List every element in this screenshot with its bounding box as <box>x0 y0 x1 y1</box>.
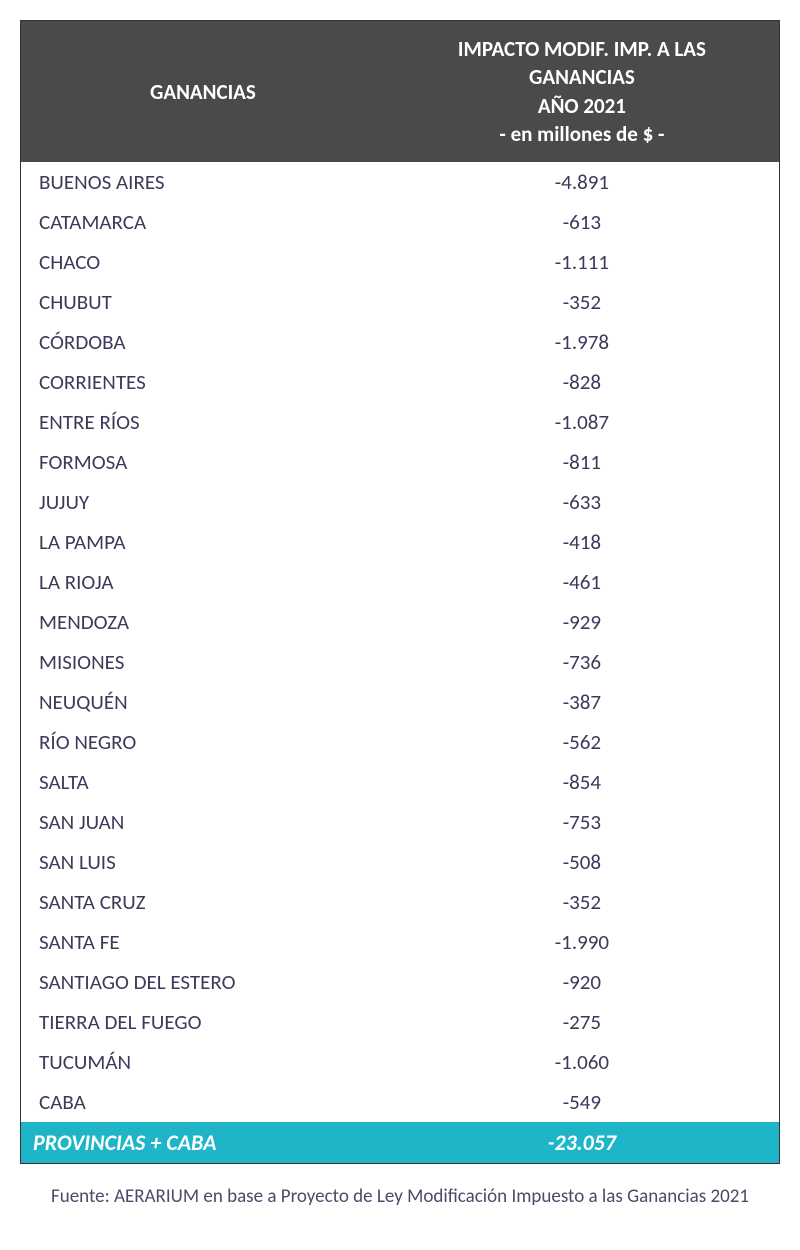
province-cell: SANTIAGO DEL ESTERO <box>21 962 385 1002</box>
province-cell: CÓRDOBA <box>21 322 385 362</box>
table-row: BUENOS AIRES-4.891 <box>21 162 779 202</box>
value-cell: -562 <box>385 722 779 762</box>
table-row: SAN LUIS-508 <box>21 842 779 882</box>
header-col1-label: GANANCIAS <box>150 79 256 105</box>
header-cell-province: GANANCIAS <box>21 21 385 162</box>
province-cell: CATAMARCA <box>21 202 385 242</box>
value-cell: -633 <box>385 482 779 522</box>
value-cell: -275 <box>385 1002 779 1042</box>
table-row: NEUQUÉN-387 <box>21 682 779 722</box>
table-row: LA PAMPA-418 <box>21 522 779 562</box>
province-cell: ENTRE RÍOS <box>21 402 385 442</box>
value-cell: -1.990 <box>385 922 779 962</box>
value-cell: -352 <box>385 882 779 922</box>
value-cell: -387 <box>385 682 779 722</box>
total-label: PROVINCIAS + CABA <box>21 1122 385 1163</box>
table-total-row: PROVINCIAS + CABA -23.057 <box>21 1122 779 1163</box>
total-value: -23.057 <box>385 1122 779 1163</box>
value-cell: -418 <box>385 522 779 562</box>
table-row: FORMOSA-811 <box>21 442 779 482</box>
value-cell: -1.087 <box>385 402 779 442</box>
table-row: CHACO-1.111 <box>21 242 779 282</box>
province-cell: JUJUY <box>21 482 385 522</box>
table-row: SAN JUAN-753 <box>21 802 779 842</box>
province-cell: RÍO NEGRO <box>21 722 385 762</box>
province-cell: CORRIENTES <box>21 362 385 402</box>
table-row: TIERRA DEL FUEGO-275 <box>21 1002 779 1042</box>
table-row: TUCUMÁN-1.060 <box>21 1042 779 1082</box>
value-cell: -1.978 <box>385 322 779 362</box>
table-row: SANTA CRUZ-352 <box>21 882 779 922</box>
header-col2-line1: IMPACTO MODIF. IMP. A LAS <box>458 35 706 63</box>
table-header-row: GANANCIAS IMPACTO MODIF. IMP. A LAS GANA… <box>21 21 779 162</box>
table-body: BUENOS AIRES-4.891CATAMARCA-613CHACO-1.1… <box>21 162 779 1122</box>
province-cell: TIERRA DEL FUEGO <box>21 1002 385 1042</box>
province-cell: MISIONES <box>21 642 385 682</box>
province-cell: SANTA FE <box>21 922 385 962</box>
province-cell: FORMOSA <box>21 442 385 482</box>
province-cell: SAN JUAN <box>21 802 385 842</box>
table-row: CÓRDOBA-1.978 <box>21 322 779 362</box>
value-cell: -352 <box>385 282 779 322</box>
table-row: LA RIOJA-461 <box>21 562 779 602</box>
value-cell: -1.060 <box>385 1042 779 1082</box>
value-cell: -613 <box>385 202 779 242</box>
value-cell: -920 <box>385 962 779 1002</box>
table-row: CORRIENTES-828 <box>21 362 779 402</box>
value-cell: -828 <box>385 362 779 402</box>
province-cell: SAN LUIS <box>21 842 385 882</box>
table-row: MISIONES-736 <box>21 642 779 682</box>
province-cell: CABA <box>21 1082 385 1122</box>
value-cell: -4.891 <box>385 162 779 202</box>
value-cell: -508 <box>385 842 779 882</box>
province-cell: SALTA <box>21 762 385 802</box>
table-row: CABA-549 <box>21 1082 779 1122</box>
province-cell: CHUBUT <box>21 282 385 322</box>
value-cell: -549 <box>385 1082 779 1122</box>
value-cell: -854 <box>385 762 779 802</box>
impact-table: GANANCIAS IMPACTO MODIF. IMP. A LAS GANA… <box>20 20 780 1164</box>
value-cell: -929 <box>385 602 779 642</box>
table-row: CATAMARCA-613 <box>21 202 779 242</box>
value-cell: -753 <box>385 802 779 842</box>
table-row: SANTA FE-1.990 <box>21 922 779 962</box>
value-cell: -1.111 <box>385 242 779 282</box>
province-cell: TUCUMÁN <box>21 1042 385 1082</box>
table-row: SANTIAGO DEL ESTERO-920 <box>21 962 779 1002</box>
table-row: JUJUY-633 <box>21 482 779 522</box>
province-cell: SANTA CRUZ <box>21 882 385 922</box>
header-col2-line4: - en millones de $ - <box>499 120 664 148</box>
province-cell: CHACO <box>21 242 385 282</box>
value-cell: -811 <box>385 442 779 482</box>
province-cell: LA RIOJA <box>21 562 385 602</box>
table-row: CHUBUT-352 <box>21 282 779 322</box>
province-cell: MENDOZA <box>21 602 385 642</box>
table-row: ENTRE RÍOS-1.087 <box>21 402 779 442</box>
header-col2-line2: GANANCIAS <box>529 63 635 91</box>
province-cell: LA PAMPA <box>21 522 385 562</box>
province-cell: NEUQUÉN <box>21 682 385 722</box>
table-row: RÍO NEGRO-562 <box>21 722 779 762</box>
source-footnote: Fuente: AERARIUM en base a Proyecto de L… <box>20 1182 780 1212</box>
value-cell: -736 <box>385 642 779 682</box>
table-row: SALTA-854 <box>21 762 779 802</box>
province-cell: BUENOS AIRES <box>21 162 385 202</box>
table-row: MENDOZA-929 <box>21 602 779 642</box>
header-cell-value: IMPACTO MODIF. IMP. A LAS GANANCIAS AÑO … <box>385 21 779 162</box>
value-cell: -461 <box>385 562 779 602</box>
header-col2-line3: AÑO 2021 <box>538 92 626 120</box>
